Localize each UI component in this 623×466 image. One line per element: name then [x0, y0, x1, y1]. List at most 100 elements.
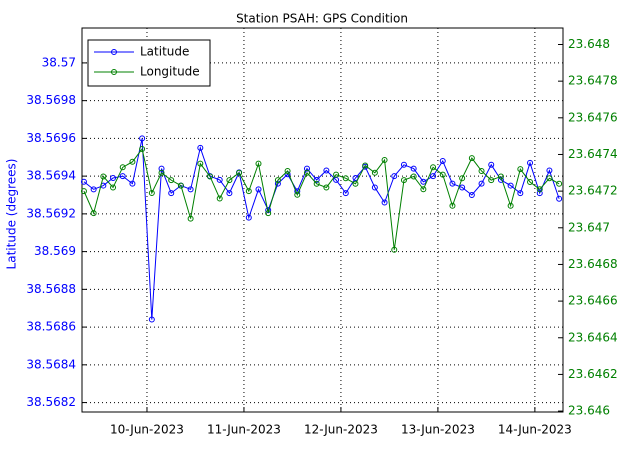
- data-point: [255, 160, 262, 167]
- data-point: [400, 177, 407, 184]
- data-point: [527, 178, 534, 185]
- data-point: [236, 169, 243, 176]
- data-point: [449, 202, 456, 209]
- data-point: [197, 160, 204, 167]
- y2-tick-label: 23.6468: [568, 257, 618, 271]
- data-point: [430, 173, 437, 180]
- data-point: [216, 176, 223, 183]
- data-point: [216, 195, 223, 202]
- data-point: [352, 180, 359, 187]
- data-point: [303, 169, 310, 176]
- data-point: [420, 186, 427, 193]
- data-point: [139, 135, 146, 142]
- data-point: [226, 190, 233, 197]
- data-point: [449, 180, 456, 187]
- data-point: [517, 166, 524, 173]
- data-point: [245, 188, 252, 195]
- data-point: [546, 167, 553, 174]
- plot-frame: [81, 27, 564, 413]
- data-point: [265, 210, 272, 217]
- data-point: [459, 184, 466, 191]
- y2-tick-label: 23.647: [568, 220, 610, 234]
- x-tick-label: 13-Jun-2023: [401, 423, 475, 437]
- data-point: [488, 161, 495, 168]
- x-tick-label: 12-Jun-2023: [304, 423, 378, 437]
- data-point: [119, 164, 126, 171]
- data-point: [303, 165, 310, 172]
- data-point: [410, 165, 417, 172]
- data-point: [323, 184, 330, 191]
- data-point: [323, 167, 330, 174]
- y-tick-label: 38.5682: [26, 395, 76, 409]
- data-point: [410, 173, 417, 180]
- y-tick-label: 38.57: [42, 55, 76, 69]
- x-tick-label: 10-Jun-2023: [110, 423, 184, 437]
- data-point: [439, 171, 446, 178]
- data-point: [80, 188, 87, 195]
- y-tick-label: 38.5694: [26, 169, 76, 183]
- data-point: [313, 176, 320, 183]
- data-point: [294, 191, 301, 198]
- data-point: [362, 162, 369, 169]
- data-point: [478, 167, 485, 174]
- data-point: [381, 199, 388, 206]
- data-point: [274, 177, 281, 184]
- data-point: [148, 189, 155, 196]
- data-point: [226, 177, 233, 184]
- data-point: [119, 173, 126, 180]
- data-point: [187, 215, 194, 222]
- data-point: [110, 175, 117, 182]
- data-point: [129, 180, 136, 187]
- data-point: [459, 175, 466, 182]
- legend-label: Longitude: [140, 65, 200, 79]
- data-point: [536, 186, 543, 193]
- data-point: [207, 173, 214, 180]
- legend-marker: [111, 49, 117, 55]
- data-point: [400, 161, 407, 168]
- y-axis-label: Latitude (degrees): [5, 159, 19, 270]
- x-tick-label: 14-Jun-2023: [498, 423, 572, 437]
- data-point: [556, 195, 563, 202]
- data-point: [110, 184, 117, 191]
- legend-box: [87, 39, 211, 87]
- data-point: [439, 158, 446, 165]
- data-point: [158, 169, 165, 176]
- data-point: [177, 182, 184, 189]
- data-point: [527, 159, 534, 166]
- data-point: [313, 180, 320, 187]
- y-tick-label: 38.5696: [26, 131, 76, 145]
- data-point: [371, 169, 378, 176]
- legend-label: Latitude: [140, 45, 189, 59]
- legend-marker: [111, 69, 117, 75]
- data-point: [255, 186, 262, 193]
- data-point: [284, 167, 291, 174]
- y-tick-label: 38.5684: [26, 357, 76, 371]
- y2-tick-label: 23.6462: [568, 367, 618, 381]
- data-point: [342, 175, 349, 182]
- y-tick-label: 38.569: [34, 244, 76, 258]
- data-point: [430, 164, 437, 171]
- data-point: [391, 173, 398, 180]
- y2-tick-label: 23.6464: [568, 330, 618, 344]
- data-point: [139, 145, 146, 152]
- data-point: [90, 186, 97, 193]
- chart-title: Station PSAH: GPS Condition: [236, 12, 408, 26]
- y2-tick-label: 23.6472: [568, 184, 618, 198]
- y-tick-label: 38.5686: [26, 320, 76, 334]
- data-point: [90, 210, 97, 217]
- data-point: [507, 202, 514, 209]
- x-tick-label: 11-Jun-2023: [207, 423, 281, 437]
- data-point: [100, 173, 107, 180]
- data-point: [497, 173, 504, 180]
- y-tick-label: 38.5688: [26, 282, 76, 296]
- data-point: [546, 175, 553, 182]
- data-point: [507, 182, 514, 189]
- data-point: [517, 190, 524, 197]
- data-point: [80, 178, 87, 185]
- data-point: [556, 180, 563, 187]
- y2-tick-label: 23.646: [568, 404, 610, 418]
- data-point: [536, 190, 543, 197]
- data-point: [187, 186, 194, 193]
